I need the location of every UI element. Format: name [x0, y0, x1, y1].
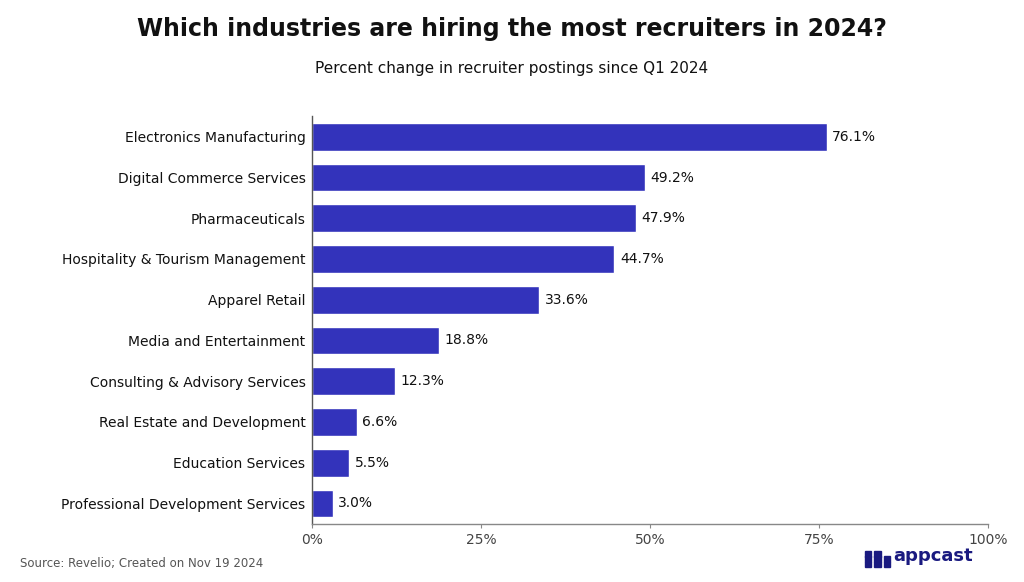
Text: 18.8%: 18.8%: [444, 333, 488, 347]
Text: 3.0%: 3.0%: [338, 496, 373, 510]
Text: 44.7%: 44.7%: [620, 252, 664, 266]
Text: 76.1%: 76.1%: [833, 130, 877, 144]
Text: 5.5%: 5.5%: [355, 456, 390, 470]
Text: 47.9%: 47.9%: [641, 211, 685, 225]
Bar: [312, 449, 349, 477]
Bar: [312, 489, 333, 517]
Bar: [312, 204, 636, 232]
Text: 6.6%: 6.6%: [362, 415, 397, 429]
Text: Source: Revelio; Created on Nov 19 2024: Source: Revelio; Created on Nov 19 2024: [20, 558, 264, 570]
Bar: [312, 164, 645, 191]
Text: Percent change in recruiter postings since Q1 2024: Percent change in recruiter postings sin…: [315, 61, 709, 76]
Text: appcast: appcast: [893, 547, 973, 565]
Bar: [312, 408, 357, 436]
Bar: [312, 327, 439, 354]
Text: 49.2%: 49.2%: [650, 171, 694, 184]
Bar: [312, 367, 395, 395]
Bar: [312, 245, 614, 273]
Text: 12.3%: 12.3%: [400, 374, 444, 388]
Text: Which industries are hiring the most recruiters in 2024?: Which industries are hiring the most rec…: [137, 17, 887, 41]
Text: 33.6%: 33.6%: [545, 293, 589, 307]
Bar: [312, 123, 826, 151]
Bar: [312, 286, 540, 314]
